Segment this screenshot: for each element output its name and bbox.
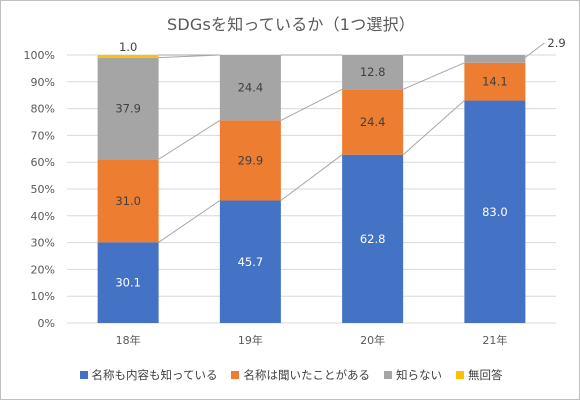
- data-label: 2.9: [547, 36, 565, 50]
- bar-segment: [464, 62, 526, 101]
- data-label: 1.0: [119, 40, 137, 54]
- bar-segment: [97, 242, 159, 323]
- data-label: 14.1: [482, 75, 508, 89]
- y-tick-label: 10%: [31, 290, 55, 303]
- legend-item: 名称も内容も知っている: [79, 367, 218, 383]
- series-connector-line: [280, 88, 343, 121]
- data-label: 45.7: [238, 255, 264, 269]
- y-tick-label: 70%: [31, 129, 55, 142]
- legend-item: 名称は聞いたことがある: [231, 367, 370, 383]
- legend-label: 名称は聞いたことがある: [243, 368, 370, 382]
- legend-swatch: [455, 371, 464, 379]
- y-tick-label: 90%: [31, 76, 55, 89]
- y-tick-label: 60%: [31, 156, 55, 169]
- data-label: 12.8: [360, 65, 386, 79]
- bar-segment: [219, 55, 281, 121]
- legend-label: 名称も内容も知っている: [91, 368, 218, 382]
- legend-swatch: [383, 371, 392, 379]
- data-label: 83.0: [482, 205, 508, 219]
- bar-segment: [97, 159, 159, 243]
- x-tick-label: 21年: [482, 333, 507, 347]
- chart-title: SDGsを知っているか（1つ選択）: [167, 15, 415, 34]
- series-connector-line: [158, 200, 221, 243]
- y-tick-label: 100%: [24, 49, 55, 62]
- bar-segment: [464, 100, 526, 323]
- bar-segment: [219, 200, 281, 323]
- data-label: 37.9: [115, 101, 141, 115]
- data-label: 31.0: [115, 194, 141, 208]
- y-tick-label: 30%: [31, 237, 55, 250]
- y-tick-label: 50%: [31, 183, 55, 196]
- chart-legend: 名称も内容も知っている 名称は聞いたことがある 知らない 無回答: [1, 367, 580, 383]
- data-label: 24.4: [360, 115, 386, 129]
- series-connector-line: [402, 100, 465, 156]
- bar-segment: [342, 55, 404, 90]
- series-connector-line: [280, 154, 343, 201]
- y-tick-label: 0%: [38, 317, 55, 330]
- data-label: 29.9: [238, 153, 264, 167]
- y-tick-label: 40%: [31, 210, 55, 223]
- legend-item: 無回答: [455, 367, 503, 383]
- legend-swatch: [231, 371, 240, 379]
- x-tick-label: 19年: [238, 333, 263, 347]
- x-tick-label: 18年: [116, 333, 141, 347]
- bar-segment: [97, 55, 159, 58]
- bar-segment: [342, 154, 404, 323]
- y-tick-label: 20%: [31, 263, 55, 276]
- legend-label: 無回答: [467, 368, 503, 382]
- legend-item: 知らない: [383, 367, 442, 383]
- x-tick-label: 20年: [360, 333, 385, 347]
- series-connector-line: [158, 119, 221, 160]
- legend-swatch: [79, 371, 88, 379]
- legend-label: 知らない: [395, 368, 442, 382]
- data-label-leader-line: [523, 42, 545, 60]
- series-connector-line: [402, 62, 465, 90]
- bar-segment: [342, 89, 404, 155]
- bar-segment: [464, 55, 526, 63]
- data-label: 62.8: [360, 232, 386, 246]
- data-label: 30.1: [115, 276, 141, 290]
- y-tick-label: 80%: [31, 103, 55, 116]
- data-label: 24.4: [238, 81, 264, 95]
- bar-segment: [97, 57, 159, 160]
- bar-segment: [219, 120, 281, 201]
